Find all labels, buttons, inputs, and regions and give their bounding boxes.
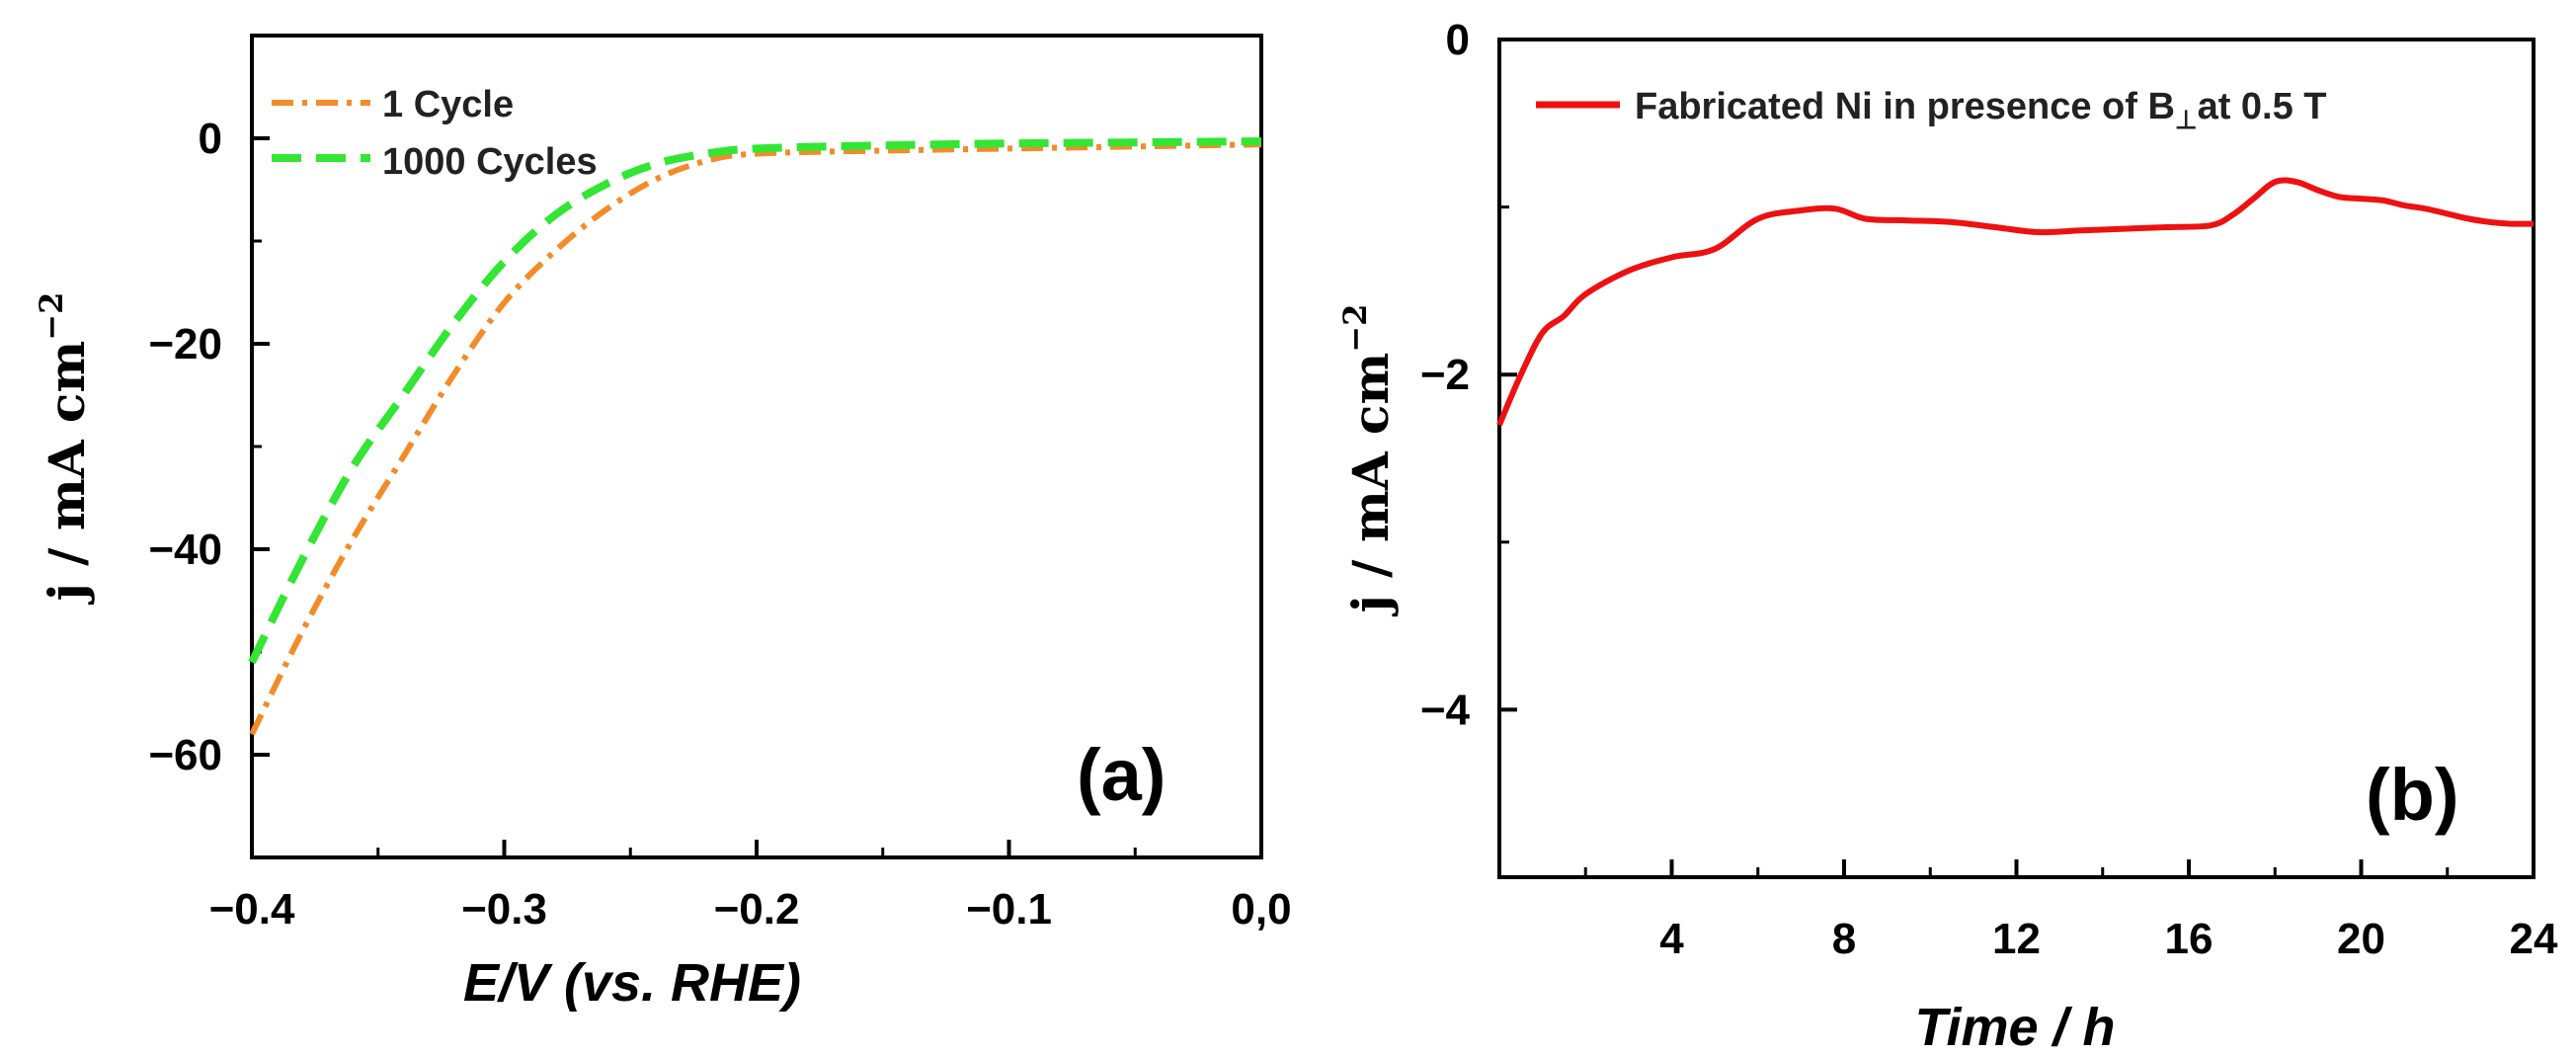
panel-a-legend-label-2: 1000 Cycles [382, 141, 598, 183]
panel-a-y-axis-title-main: j / mA cm [38, 341, 96, 606]
panel-b-x-tick-label: 4 [1659, 915, 1684, 963]
panel-b-plot-frame [1497, 38, 2536, 879]
panel-a-legend: 1 Cycle 1000 Cycles [272, 84, 598, 183]
panel-b-x-tick-label: 20 [2337, 915, 2385, 963]
panel-a-series-line-1 [249, 141, 1262, 736]
panel-a-y-tick-label: −60 [148, 731, 222, 779]
panel-b-x-tick-label: 24 [2510, 915, 2558, 963]
panel-a-series-group [248, 137, 1262, 736]
panel-b-series-group [1496, 177, 2535, 427]
panel-b-x-tick-labels: 4 8 12 16 20 24 [1659, 915, 2558, 963]
panel-b-legend-label: Fabricated Ni in presence of B⊥at 0.5 T [1635, 86, 2327, 134]
panel-b-x-tick-label: 16 [2165, 915, 2214, 963]
panel-b-x-tick-label: 8 [1832, 915, 1856, 963]
panel-b-chart: 4 8 12 16 20 24 0 −2 −4 Fabricated Ni in presen… [1336, 16, 2558, 1057]
panel-a-x-tick-label: −0.1 [966, 885, 1052, 934]
panel-b-series-line-1 [1496, 177, 2535, 427]
svg-text:j / mA cm−2: j / mA cm−2 [33, 292, 96, 606]
panel-a-x-tick-label: −0.2 [714, 885, 800, 934]
panel-a-chart: −0.4 −0.3 −0.2 −0.1 0,0 0 −20 −40 −60 1 Cycle 1… [33, 34, 1292, 1013]
panel-a-x-tick-label: 0,0 [1231, 885, 1291, 934]
panel-b-y-axis-title: j / mA cm−2 [1336, 304, 1400, 617]
panel-a-y-axis-title: j / mA cm−2 [33, 292, 96, 606]
panel-b-label: (b) [2366, 754, 2459, 836]
panel-a-legend-label-1: 1 Cycle [382, 84, 514, 125]
panel-a-y-tick-labels: 0 −20 −40 −60 [148, 115, 222, 779]
panel-a-y-tick-label: 0 [199, 115, 222, 163]
panel-a-label: (a) [1077, 734, 1166, 816]
panel-b-y-tick-label: 0 [1446, 16, 1470, 64]
panel-b-legend-suffix: at 0.5 T [2198, 86, 2327, 127]
panel-b-y-tick-label: −2 [1420, 351, 1470, 399]
panel-b-legend: Fabricated Ni in presence of B⊥at 0.5 T [1536, 86, 2327, 134]
svg-text:j / mA cm−2: j / mA cm−2 [1336, 304, 1400, 617]
panel-a-y-tick-label: −40 [148, 526, 222, 574]
panel-a-y-axis-title-sup: −2 [33, 292, 70, 341]
panel-b-x-tick-label: 12 [1992, 915, 2041, 963]
panel-a-x-axis-title: E/V (vs. RHE) [463, 953, 801, 1013]
panel-b-y-axis-title-main: j / mA cm [1341, 353, 1400, 617]
panel-a-y-tick-label: −20 [148, 320, 222, 368]
panel-a-x-tick-label: −0.4 [209, 885, 295, 934]
panel-a-series-line-2 [248, 137, 1262, 665]
panel-b-y-tick-label: −4 [1420, 686, 1471, 734]
panel-b-ticks [1499, 38, 2536, 879]
panel-b-legend-subscript: ⊥ [2175, 105, 2198, 134]
panel-a-x-tick-labels: −0.4 −0.3 −0.2 −0.1 0,0 [209, 885, 1292, 934]
panel-b-y-axis-title-sup: −2 [1336, 304, 1374, 353]
panel-b-y-tick-labels: 0 −2 −4 [1420, 16, 1471, 734]
panel-b-x-axis-title: Time / h [1914, 998, 2115, 1057]
panel-a-x-tick-label: −0.3 [461, 885, 547, 934]
